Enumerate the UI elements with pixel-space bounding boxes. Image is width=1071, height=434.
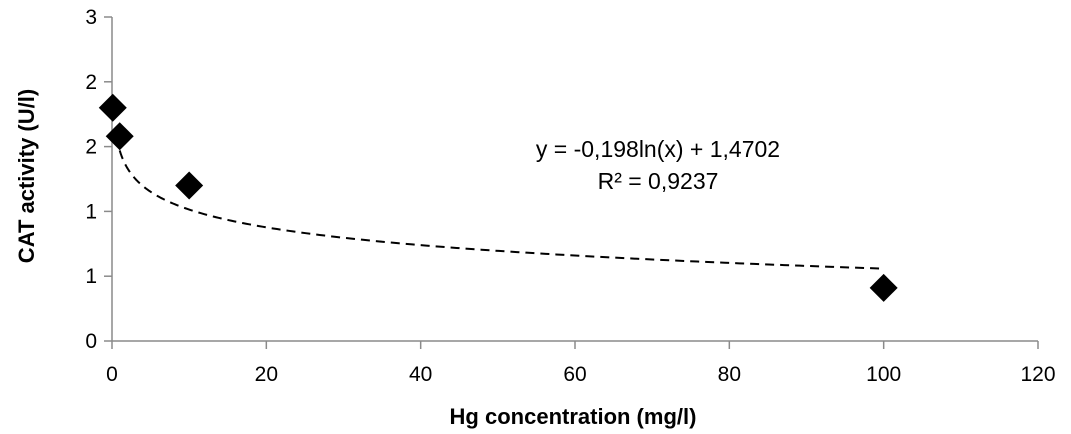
data-point bbox=[175, 171, 204, 200]
y-axis-ticks: 0 1 1 2 2 3 bbox=[85, 6, 112, 353]
data-point bbox=[105, 122, 134, 151]
data-point bbox=[869, 273, 898, 302]
y-tick-label: 2 bbox=[85, 136, 97, 159]
x-tick-label: 80 bbox=[718, 363, 741, 386]
y-tick-label: 1 bbox=[85, 265, 97, 288]
x-tick-label: 60 bbox=[563, 363, 586, 386]
data-points bbox=[98, 93, 898, 302]
x-tick-label: 120 bbox=[1020, 363, 1055, 386]
x-axis-title: Hg concentration (mg/l) bbox=[450, 404, 697, 429]
x-tick-label: 100 bbox=[866, 363, 901, 386]
x-tick-label: 0 bbox=[106, 363, 118, 386]
y-tick-label: 1 bbox=[85, 200, 97, 223]
data-point bbox=[98, 93, 127, 122]
r-squared-label: R² = 0,9237 bbox=[598, 168, 719, 194]
y-tick-label: 2 bbox=[85, 71, 97, 94]
trendline-equation: y = -0,198ln(x) + 1,4702 bbox=[536, 136, 780, 162]
x-axis-ticks: 0 20 40 60 80 100 120 bbox=[106, 341, 1056, 386]
x-tick-label: 20 bbox=[255, 363, 278, 386]
x-tick-label: 40 bbox=[409, 363, 432, 386]
y-tick-label: 0 bbox=[85, 330, 97, 353]
y-tick-label: 3 bbox=[85, 6, 97, 29]
y-axis-title: CAT activity (U/l) bbox=[14, 89, 39, 263]
trendline bbox=[118, 150, 884, 270]
